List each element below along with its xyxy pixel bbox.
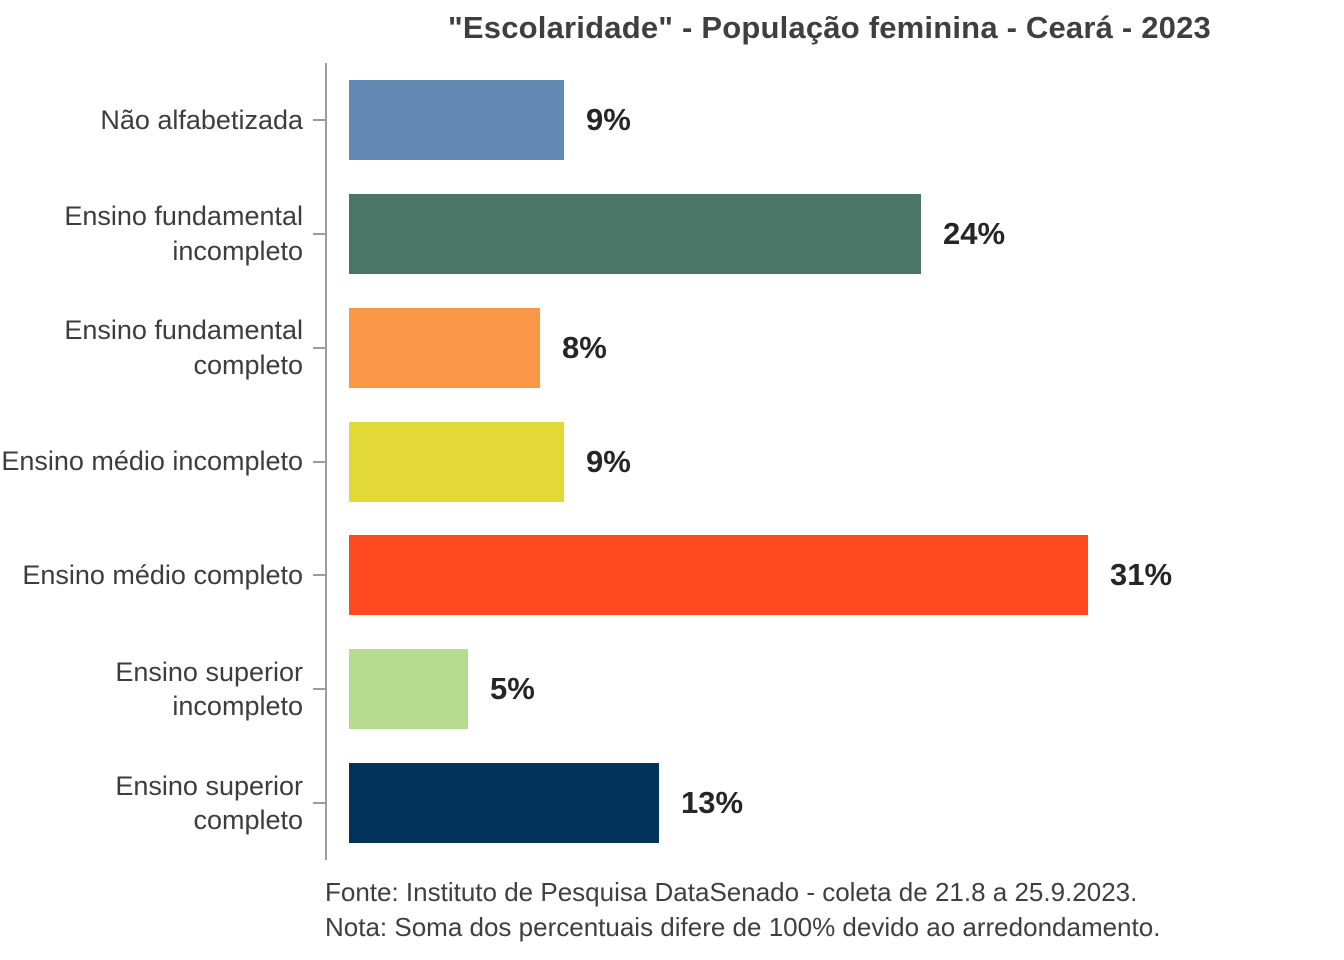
axis-tick <box>313 574 325 577</box>
plot-area: Não alfabetizada 9% Ensino fundamental inc… <box>0 63 1344 860</box>
bar-row: Ensino médio completo 31% <box>0 518 1344 632</box>
category-label: Ensino fundamental incompleto <box>64 201 303 266</box>
chart-footnotes: Fonte: Instituto de Pesquisa DataSenado … <box>325 875 1334 945</box>
bar-cell: 9% <box>349 421 1344 502</box>
value-label: 13% <box>681 785 744 821</box>
bar-cell: 24% <box>349 193 1344 274</box>
axis-tick <box>313 688 325 691</box>
category-label: Não alfabetizada <box>100 104 303 135</box>
bar <box>349 79 564 160</box>
axis-tick <box>313 460 325 463</box>
bar <box>349 307 540 388</box>
bar <box>349 649 468 730</box>
axis-tick <box>313 118 325 121</box>
bar <box>349 763 659 844</box>
category-label: Ensino superior completo <box>115 770 303 836</box>
value-label: 5% <box>490 671 535 707</box>
bar-row: Ensino médio incompleto 9% <box>0 405 1344 519</box>
bar-cell: 5% <box>349 649 1344 730</box>
bar-row: Ensino fundamental incompleto 24% <box>0 177 1344 291</box>
bar-cell: 9% <box>349 79 1344 160</box>
value-label: 31% <box>1110 557 1173 593</box>
value-label: 9% <box>586 101 631 137</box>
chart-title: "Escolaridade" - População feminina - Ce… <box>448 10 1211 45</box>
y-axis-line <box>325 63 327 860</box>
bar <box>349 535 1088 616</box>
value-label: 8% <box>562 329 607 365</box>
value-label: 24% <box>943 215 1006 251</box>
bar-rows: Não alfabetizada 9% Ensino fundamental inc… <box>0 63 1344 860</box>
bar-row: Ensino fundamental completo 8% <box>0 291 1344 405</box>
category-label: Ensino médio incompleto <box>1 446 303 477</box>
bar <box>349 421 564 502</box>
bar <box>349 193 921 274</box>
category-label: Ensino médio completo <box>22 560 303 591</box>
bar-cell: 31% <box>349 535 1344 616</box>
source-note: Fonte: Instituto de Pesquisa DataSenado … <box>325 877 1138 907</box>
bar-cell: 13% <box>349 763 1344 844</box>
axis-tick <box>313 232 325 235</box>
category-label: Ensino fundamental completo <box>64 315 303 380</box>
rounding-note: Nota: Soma dos percentuais difere de 100… <box>325 912 1161 943</box>
axis-tick <box>313 346 325 349</box>
value-label: 9% <box>586 443 631 479</box>
bar-cell: 8% <box>349 307 1344 388</box>
axis-tick <box>313 802 325 805</box>
category-label: Ensino superior incompleto <box>115 656 303 722</box>
bar-row: Não alfabetizada 9% <box>0 63 1344 177</box>
bar-row: Ensino superior incompleto 5% <box>0 632 1344 746</box>
bar-row: Ensino superior completo 13% <box>0 746 1344 860</box>
